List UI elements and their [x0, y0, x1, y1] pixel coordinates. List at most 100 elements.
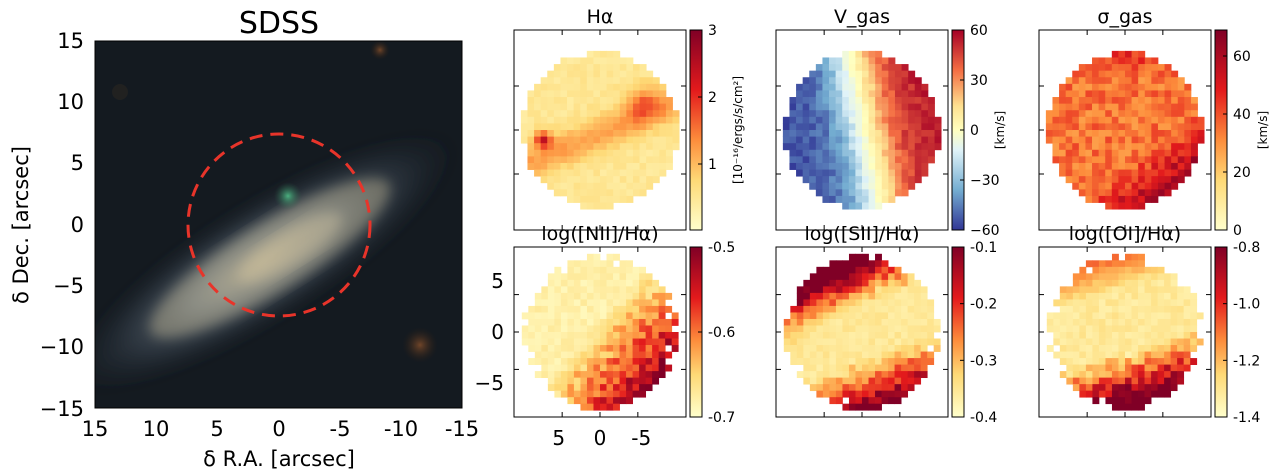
map-pixel	[822, 143, 830, 151]
map-pixel	[1072, 149, 1080, 157]
map-pixel	[802, 162, 810, 170]
map-pixel	[868, 260, 876, 268]
map-pixel	[835, 371, 843, 379]
map-pixel	[593, 397, 601, 405]
map-pixel	[1118, 143, 1126, 151]
map-pixel	[790, 338, 798, 346]
map-pixel	[835, 312, 843, 320]
map-pixel	[554, 332, 562, 339]
map-pixel	[1184, 169, 1192, 177]
map-pixel	[1085, 371, 1093, 379]
map-pixel	[586, 70, 594, 78]
map-pixel	[606, 377, 614, 385]
map-pixel	[802, 110, 810, 118]
map-pixel	[658, 332, 666, 339]
map-pixel	[567, 266, 575, 274]
map-pixel	[593, 292, 601, 300]
map-pixel	[626, 292, 633, 300]
map-pixel	[809, 130, 817, 137]
map-pixel	[1105, 176, 1113, 184]
map-pixel	[1105, 136, 1113, 144]
map-pixel	[593, 103, 601, 111]
map-pixel	[1059, 371, 1067, 379]
map-pixel	[593, 149, 601, 157]
map-pixel	[626, 325, 633, 333]
map-pixel	[586, 130, 594, 137]
map-pixel	[593, 116, 601, 124]
map-pixel	[920, 345, 928, 352]
map-pixel	[1072, 182, 1080, 190]
map-pixel	[1125, 253, 1132, 261]
map-pixel	[1092, 358, 1100, 365]
map-pixel	[1105, 83, 1113, 91]
map-pixel	[783, 345, 791, 352]
map-pixel	[1072, 110, 1080, 118]
sdss-xtick: -10	[384, 417, 418, 441]
map-pixel	[639, 97, 647, 105]
map-pixel	[809, 83, 817, 91]
map-pixel	[920, 371, 928, 379]
map-pixel	[933, 325, 941, 333]
map-pixel	[1046, 318, 1054, 326]
map-pixel	[646, 136, 654, 144]
map-pixel	[822, 195, 830, 203]
map-pixel	[1118, 338, 1126, 346]
map-pixel	[1066, 332, 1074, 339]
map-pixel	[619, 90, 627, 98]
map-pixel	[1078, 162, 1086, 170]
map-pixel	[593, 305, 601, 313]
shared-ytick: 0	[491, 320, 504, 344]
map-pixel	[848, 77, 856, 85]
map-pixel	[796, 123, 804, 131]
map-pixel	[600, 279, 607, 287]
map-pixel	[901, 182, 909, 190]
map-pixel	[848, 273, 856, 281]
map-pixel	[796, 143, 804, 151]
map-pixel	[1105, 110, 1113, 118]
map-pixel	[580, 57, 588, 65]
map-pixel	[639, 377, 647, 385]
map-pixel	[829, 318, 837, 326]
map-pixel	[868, 299, 876, 307]
map-pixel	[855, 103, 863, 111]
map-pixel	[586, 273, 594, 281]
map-pixel	[1151, 176, 1159, 184]
map-pixel	[1157, 292, 1165, 300]
map-pixel	[1079, 312, 1087, 320]
map-pixel	[1072, 345, 1080, 352]
map-pixel	[547, 90, 555, 98]
map-pixel	[822, 292, 830, 300]
map-pixel	[586, 136, 594, 144]
map-pixel	[888, 305, 895, 313]
map-pixel	[815, 103, 823, 111]
map-pixel	[606, 273, 614, 281]
map-pixel	[875, 70, 883, 78]
map-pixel	[914, 149, 922, 157]
map-pixel	[1111, 318, 1119, 326]
map-pixel	[671, 345, 679, 352]
map-pixel	[1085, 292, 1093, 300]
map-pixel	[645, 292, 653, 300]
map-pixel	[894, 123, 902, 131]
map-pixel	[1118, 176, 1126, 184]
map-pixel	[829, 377, 837, 385]
map-pixel	[1111, 292, 1119, 300]
map-pixel	[606, 156, 614, 164]
map-title: log([NII]/Hα)	[541, 223, 658, 245]
map-pixel	[659, 143, 667, 151]
map-pixel	[894, 116, 902, 124]
map-pixel	[1072, 318, 1080, 326]
map-pixel	[862, 345, 869, 352]
map-pixel	[881, 299, 889, 307]
map-pixel	[835, 156, 843, 164]
map-pixel	[1085, 169, 1093, 177]
map-pixel	[1105, 397, 1113, 405]
map-pixel	[920, 338, 928, 346]
map-pixel	[1118, 162, 1126, 170]
map-pixel	[1157, 273, 1165, 281]
map-pixel	[639, 189, 647, 197]
map-pixel	[1131, 403, 1139, 411]
map-pixel	[1138, 136, 1146, 144]
map-pixel	[619, 97, 627, 105]
map-pixel	[586, 377, 594, 385]
